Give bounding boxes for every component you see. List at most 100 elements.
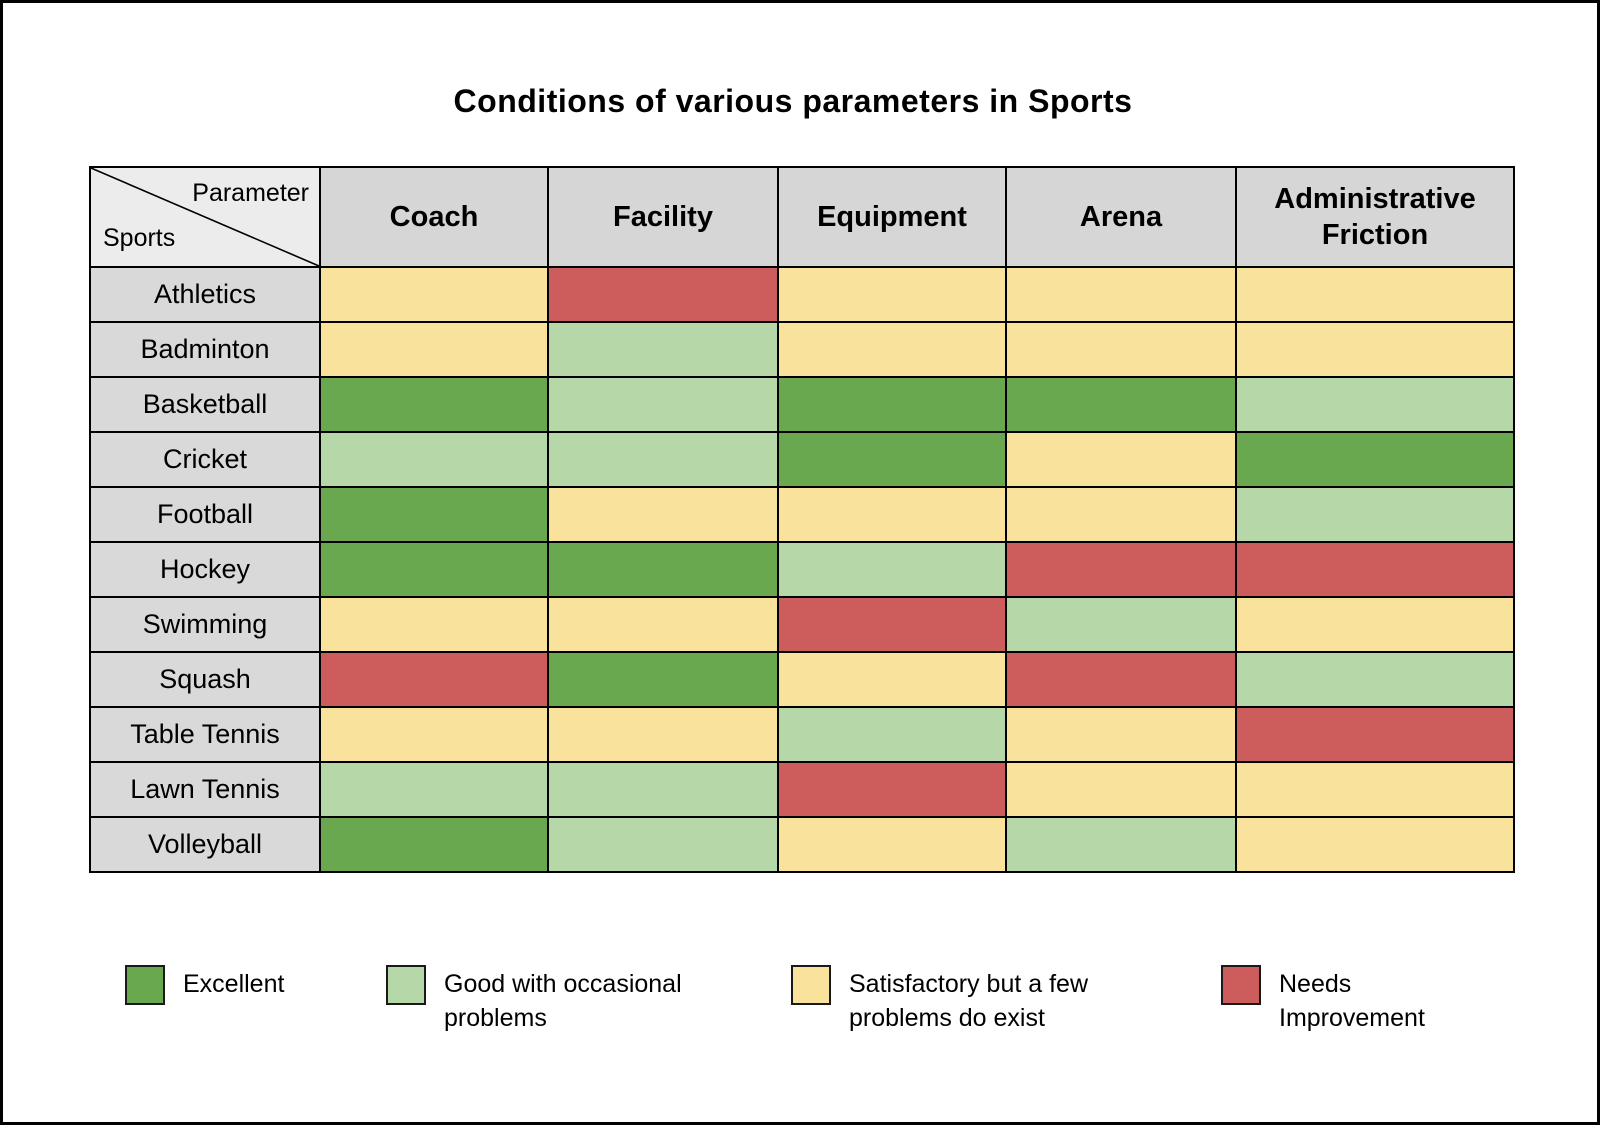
table-row-football: Football xyxy=(89,486,1515,543)
legend: Excellent Good with occasional problems Sa… xyxy=(3,965,1600,1075)
header-row: Parameter Sports Coach Facility Equipment A… xyxy=(89,166,1515,268)
heatmap-cell-athletics-administrative-friction xyxy=(1235,266,1515,323)
sport-label-basketball: Basketball xyxy=(89,376,321,433)
sport-label-lawn-tennis: Lawn Tennis xyxy=(89,761,321,818)
sport-label-squash: Squash xyxy=(89,651,321,708)
heatmap-cell-football-arena xyxy=(1005,486,1237,543)
sport-label-table-tennis: Table Tennis xyxy=(89,706,321,763)
table-body: Athletics Badminton Basketball Cricket Footb… xyxy=(89,266,1515,873)
legend-swatch-satisfactory xyxy=(791,965,831,1005)
heatmap-cell-table-tennis-arena xyxy=(1005,706,1237,763)
corner-parameter-label: Parameter xyxy=(192,179,309,207)
heatmap-cell-badminton-arena xyxy=(1005,321,1237,378)
heatmap-cell-squash-coach xyxy=(319,651,549,708)
legend-item-satisfactory: Satisfactory but a few problems do exist xyxy=(791,965,1139,1036)
heatmap-cell-table-tennis-equipment xyxy=(777,706,1007,763)
heatmap-cell-volleyball-coach xyxy=(319,816,549,873)
corner-sports-label: Sports xyxy=(103,223,176,252)
heatmap-cell-volleyball-equipment xyxy=(777,816,1007,873)
column-header-facility: Facility xyxy=(547,166,779,268)
heatmap-cell-squash-facility xyxy=(547,651,779,708)
table-row-volleyball: Volleyball xyxy=(89,816,1515,873)
heatmap-cell-lawn-tennis-administrative-friction xyxy=(1235,761,1515,818)
table-row-squash: Squash xyxy=(89,651,1515,708)
heatmap-cell-cricket-arena xyxy=(1005,431,1237,488)
legend-swatch-needs_improvement xyxy=(1221,965,1261,1005)
table-row-badminton: Badminton xyxy=(89,321,1515,378)
heatmap-cell-athletics-arena xyxy=(1005,266,1237,323)
heatmap-cell-lawn-tennis-equipment xyxy=(777,761,1007,818)
heatmap-cell-athletics-coach xyxy=(319,266,549,323)
legend-item-good: Good with occasional problems xyxy=(386,965,719,1036)
heatmap-cell-swimming-equipment xyxy=(777,596,1007,653)
heatmap-cell-hockey-arena xyxy=(1005,541,1237,598)
heatmap-cell-hockey-facility xyxy=(547,541,779,598)
heatmap-cell-football-coach xyxy=(319,486,549,543)
heatmap-cell-hockey-administrative-friction xyxy=(1235,541,1515,598)
table-row-table-tennis: Table Tennis xyxy=(89,706,1515,763)
heatmap-cell-volleyball-arena xyxy=(1005,816,1237,873)
heatmap-cell-table-tennis-coach xyxy=(319,706,549,763)
legend-swatch-excellent xyxy=(125,965,165,1005)
table-row-swimming: Swimming xyxy=(89,596,1515,653)
chart-title: Conditions of various parameters in Spor… xyxy=(453,83,1133,119)
sport-label-cricket: Cricket xyxy=(89,431,321,488)
corner-cell: Parameter Sports xyxy=(89,166,321,268)
sport-label-swimming: Swimming xyxy=(89,596,321,653)
heatmap-cell-badminton-facility xyxy=(547,321,779,378)
heatmap-cell-squash-administrative-friction xyxy=(1235,651,1515,708)
heatmap-cell-hockey-equipment xyxy=(777,541,1007,598)
sport-label-hockey: Hockey xyxy=(89,541,321,598)
heatmap-cell-volleyball-facility xyxy=(547,816,779,873)
sport-label-athletics: Athletics xyxy=(89,266,321,323)
column-header-coach: Coach xyxy=(319,166,549,268)
heatmap-cell-lawn-tennis-facility xyxy=(547,761,779,818)
heatmap-cell-lawn-tennis-coach xyxy=(319,761,549,818)
heatmap-cell-squash-equipment xyxy=(777,651,1007,708)
heatmap-cell-volleyball-administrative-friction xyxy=(1235,816,1515,873)
heatmap-cell-cricket-facility xyxy=(547,431,779,488)
heatmap-cell-swimming-administrative-friction xyxy=(1235,596,1515,653)
diagonal-divider xyxy=(91,168,319,266)
heatmap-cell-swimming-arena xyxy=(1005,596,1237,653)
legend-label-excellent: Excellent xyxy=(183,970,285,998)
heatmap-cell-basketball-administrative-friction xyxy=(1235,376,1515,433)
heatmap-cell-badminton-administrative-friction xyxy=(1235,321,1515,378)
heatmap-cell-cricket-equipment xyxy=(777,431,1007,488)
heatmap-cell-swimming-facility xyxy=(547,596,779,653)
column-header-administrative-friction: Administrative Friction xyxy=(1235,166,1515,268)
sport-label-football: Football xyxy=(89,486,321,543)
heatmap-cell-basketball-arena xyxy=(1005,376,1237,433)
heatmap-cell-hockey-coach xyxy=(319,541,549,598)
heatmap-cell-squash-arena xyxy=(1005,651,1237,708)
column-header-arena: Arena xyxy=(1005,166,1237,268)
heatmap-cell-table-tennis-administrative-friction xyxy=(1235,706,1515,763)
table-row-hockey: Hockey xyxy=(89,541,1515,598)
heatmap-cell-athletics-equipment xyxy=(777,266,1007,323)
sport-label-badminton: Badminton xyxy=(89,321,321,378)
heatmap-cell-basketball-coach xyxy=(319,376,549,433)
heatmap-cell-football-equipment xyxy=(777,486,1007,543)
column-header-equipment: Equipment xyxy=(777,166,1007,268)
heatmap-cell-basketball-equipment xyxy=(777,376,1007,433)
legend-item-excellent: Excellent xyxy=(125,965,284,1005)
heatmap-cell-athletics-facility xyxy=(547,266,779,323)
legend-label-needs_improvement: Needs Improvement xyxy=(1279,970,1425,1032)
heatmap-cell-football-administrative-friction xyxy=(1235,486,1515,543)
table-row-basketball: Basketball xyxy=(89,376,1515,433)
legend-swatch-good xyxy=(386,965,426,1005)
heatmap-cell-basketball-facility xyxy=(547,376,779,433)
table-row-athletics: Athletics xyxy=(89,266,1515,323)
heatmap-cell-cricket-coach xyxy=(319,431,549,488)
legend-label-satisfactory: Satisfactory but a few problems do exist xyxy=(849,970,1089,1032)
heatmap-cell-cricket-administrative-friction xyxy=(1235,431,1515,488)
heatmap-cell-swimming-coach xyxy=(319,596,549,653)
heatmap-cell-badminton-equipment xyxy=(777,321,1007,378)
heatmap-cell-badminton-coach xyxy=(319,321,549,378)
sport-label-volleyball: Volleyball xyxy=(89,816,321,873)
legend-label-good: Good with occasional problems xyxy=(444,970,682,1032)
heatmap-cell-table-tennis-facility xyxy=(547,706,779,763)
table-row-lawn-tennis: Lawn Tennis xyxy=(89,761,1515,818)
conditions-table: Parameter Sports Coach Facility Equipment A… xyxy=(89,166,1515,873)
